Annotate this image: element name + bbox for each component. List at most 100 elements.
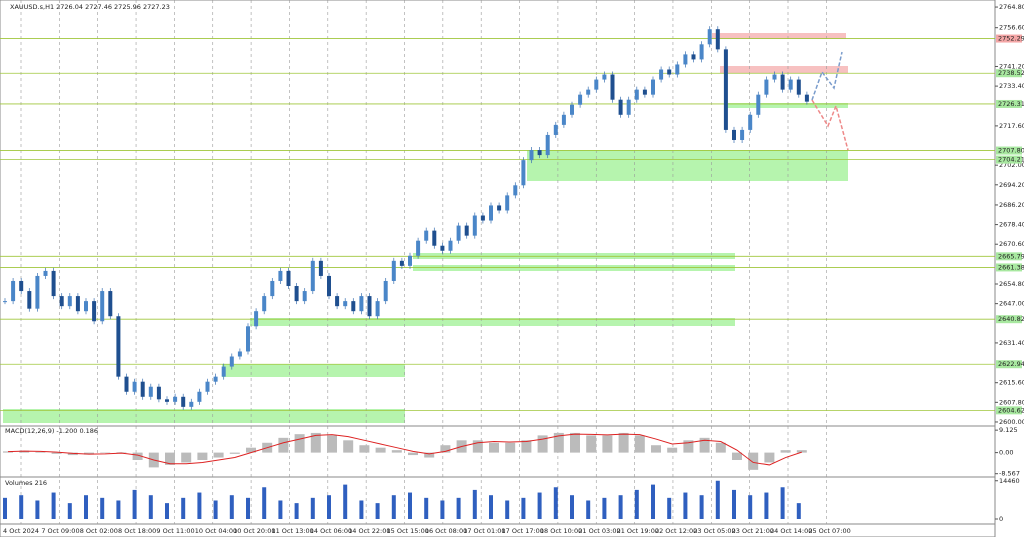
price-tick-label: 2694.20: [999, 181, 1024, 189]
volume-bar: [521, 497, 526, 519]
time-label: 15 Oct 15:00: [387, 527, 429, 535]
price-tick-label: 2615.60: [999, 379, 1024, 387]
candle: [796, 79, 801, 95]
candle: [148, 386, 153, 397]
volume-bar: [51, 492, 56, 519]
macd-bar: [35, 451, 46, 453]
candle: [651, 79, 655, 95]
volume-bar: [294, 503, 299, 519]
candle: [732, 129, 736, 140]
level-label: 2604.62: [998, 406, 1024, 414]
candle: [351, 301, 356, 312]
volume-bar: [489, 495, 493, 519]
time-label: 8 Oct 02:00: [80, 527, 118, 535]
price-tick-label: 2756.60: [999, 24, 1024, 32]
candle: [659, 69, 664, 80]
level-label-box: [996, 263, 1022, 272]
volume-bar: [651, 484, 655, 519]
candle: [43, 270, 48, 276]
candle: [578, 94, 583, 105]
time-label: 10 Oct 20:00: [233, 527, 275, 535]
macd-bar: [715, 442, 726, 453]
candle: [327, 275, 331, 297]
price-tick-label: 2686.20: [999, 201, 1024, 209]
volume-bar: [456, 497, 461, 519]
candle: [586, 89, 591, 95]
macd-bar: [683, 440, 694, 453]
volume-bar: [116, 500, 121, 519]
volume-bar: [229, 495, 234, 519]
volume-bar: [748, 495, 753, 519]
macd-bar: [553, 432, 564, 453]
macd-bar: [327, 435, 337, 453]
candle: [602, 74, 607, 80]
candle: [553, 124, 558, 135]
candle: [505, 195, 510, 211]
macd-bar: [570, 432, 580, 453]
candle: [92, 301, 97, 322]
macd-bar: [165, 452, 175, 465]
candle: [213, 376, 218, 382]
time-label: 17 Oct 17:00: [502, 527, 544, 535]
time-label: 16 Oct 08:00: [425, 527, 467, 535]
candle: [740, 129, 745, 140]
volume-bar: [586, 500, 591, 519]
candle: [11, 280, 16, 302]
volume-bar: [132, 489, 137, 519]
candle: [246, 326, 250, 352]
volume-bar: [634, 489, 639, 519]
candle: [318, 260, 323, 276]
macd-tick-label: 0.00: [999, 449, 1013, 457]
candle: [513, 185, 518, 196]
price-tick-label: 2600.00: [999, 418, 1024, 426]
candle: [278, 270, 283, 281]
candle: [237, 351, 242, 357]
macd-bar: [294, 434, 305, 453]
volume-bar: [699, 495, 704, 519]
candle: [723, 49, 728, 130]
volume-bar: [408, 492, 412, 519]
volume-bar: [197, 492, 202, 519]
time-label: 25 Oct 07:00: [808, 527, 850, 535]
candle: [521, 160, 526, 186]
macd-signal: [7, 433, 802, 466]
supply-zone: [720, 66, 848, 73]
volume-bar: [505, 500, 510, 519]
macd-bar: [343, 440, 354, 453]
time-label: 22 Oct 12:00: [655, 527, 697, 535]
level-label: 2738.52: [998, 69, 1024, 77]
candle: [51, 270, 56, 297]
candle: [27, 291, 32, 309]
time-label: 8 Oct 18:00: [118, 527, 156, 535]
time-label: 24 Oct 14:00: [770, 527, 812, 535]
candle: [456, 225, 461, 241]
level-label-box: [996, 34, 1022, 43]
level-label-box: [996, 406, 1022, 415]
macd-bar: [586, 435, 597, 453]
macd-bar: [424, 452, 435, 458]
macd-bar: [246, 447, 256, 453]
macd-bar: [408, 452, 418, 456]
macd-bar: [602, 435, 613, 453]
time-label: 11 Oct 13:00: [271, 527, 313, 535]
level-label: 2622.94: [998, 360, 1024, 368]
candle: [262, 296, 267, 312]
candle: [707, 29, 712, 45]
volume-bar: [375, 503, 380, 519]
price-tick-label: 2702.00: [999, 161, 1024, 169]
volume-bar: [278, 500, 283, 519]
candle: [116, 316, 121, 377]
candle: [748, 114, 753, 130]
candle: [343, 301, 348, 307]
time-label: 23 Oct 21:00: [732, 527, 774, 535]
macd-bar: [732, 452, 742, 460]
volume-bar: [3, 497, 7, 519]
candle: [618, 99, 623, 115]
level-label-box: [996, 146, 1022, 155]
candle: [764, 79, 769, 95]
macd-bar: [229, 452, 240, 454]
volume-tick-label: 14460: [999, 477, 1020, 485]
time-label: 10 Oct 04:00: [195, 527, 237, 535]
demand-zone: [250, 318, 735, 326]
